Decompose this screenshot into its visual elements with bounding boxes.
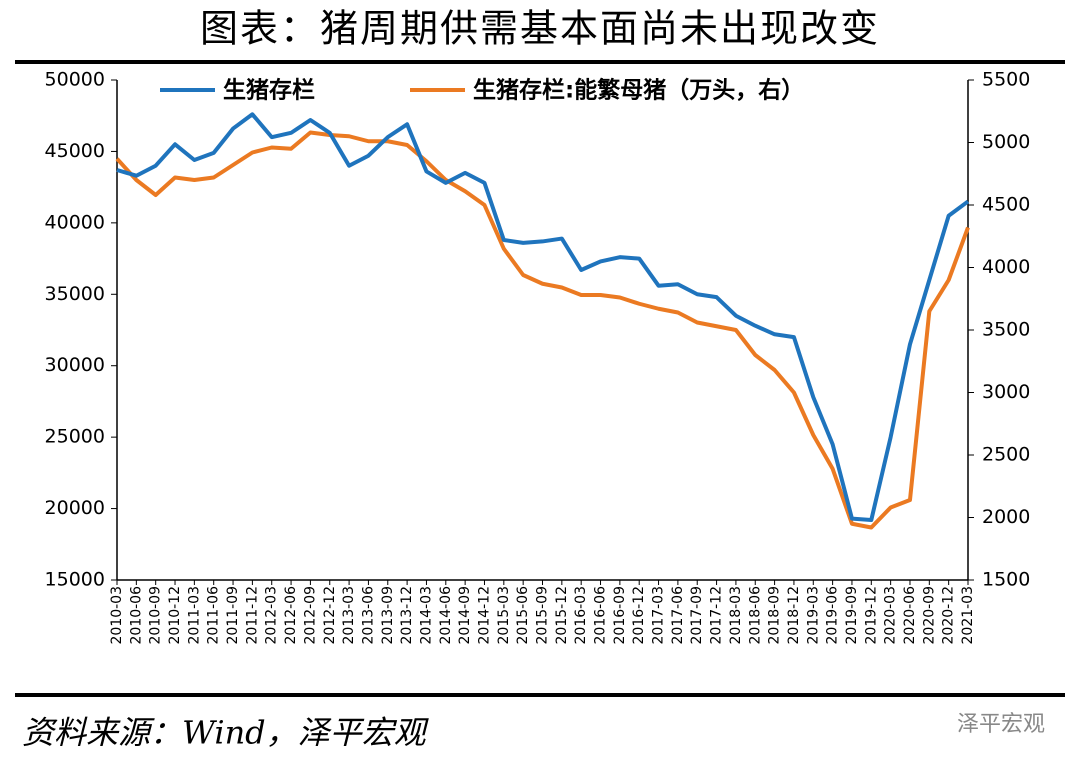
y2-tick-label: 4500 [982,194,1030,216]
x-tick-label: 2011-09 [225,586,241,645]
y-tick-label: 20000 [45,497,105,519]
y-tick-label: 35000 [45,283,105,305]
x-tick-label: 2019-09 [844,586,860,645]
x-tick-label: 2016-09 [612,586,628,645]
legend-label: 生猪存栏 [223,77,315,104]
x-tick-label: 2016-03 [573,586,589,645]
x-tick-label: 2015-03 [496,586,512,645]
y-tick-label: 30000 [45,354,105,376]
y-tick-label: 45000 [45,140,105,162]
x-tick-label: 2017-12 [709,586,725,645]
x-tick-label: 2015-12 [554,586,570,645]
x-tick-label: 2020-06 [902,586,918,645]
x-tick-label: 2010-06 [128,586,144,645]
y-tick-label: 40000 [45,211,105,233]
x-tick-label: 2020-12 [941,586,957,645]
series-line [116,112,970,522]
x-tick-label: 2010-12 [167,586,183,645]
x-tick-label: 2018-09 [767,586,783,645]
x-tick-label: 2012-12 [322,586,338,645]
y-tick-label: 15000 [45,569,105,591]
y-tick-label: 25000 [45,426,105,448]
y2-tick-label: 5000 [982,131,1030,153]
x-tick-label: 2019-03 [805,586,821,645]
x-tick-label: 2015-09 [535,586,551,645]
y2-tick-label: 2000 [982,506,1030,528]
x-tick-label: 2019-06 [825,586,841,645]
x-tick-label: 2014-06 [438,586,454,645]
y2-tick-label: 2500 [982,444,1030,466]
x-tick-label: 2012-09 [302,586,318,645]
y2-tick-label: 1500 [982,569,1030,591]
x-tick-label: 2020-09 [921,586,937,645]
x-tick-label: 2018-03 [728,586,744,645]
chart-title: 图表：猪周期供需基本面尚未出现改变 [200,7,880,51]
y2-tick-label: 5500 [982,69,1030,91]
x-tick-label: 2011-12 [244,586,260,645]
x-tick-label: 2013-12 [399,586,415,645]
watermark: 泽平宏观 [957,712,1045,737]
x-tick-label: 2012-03 [264,586,280,645]
x-tick-label: 2011-06 [206,586,222,645]
source-note: 资料来源：Wind，泽平宏观 [22,714,430,752]
x-tick-label: 2017-03 [651,586,667,645]
y-tick-label: 50000 [45,69,105,91]
x-tick-label: 2017-06 [670,586,686,645]
x-tick-label: 2017-09 [689,586,705,645]
x-tick-label: 2019-12 [863,586,879,645]
x-tick-label: 2021-03 [960,586,976,645]
x-tick-label: 2015-06 [515,586,531,645]
x-tick-label: 2010-09 [148,586,164,645]
x-tick-label: 2013-06 [360,586,376,645]
x-tick-label: 2012-06 [283,586,299,645]
x-tick-label: 2013-03 [341,586,357,645]
x-tick-label: 2016-06 [593,586,609,645]
x-tick-label: 2014-03 [418,586,434,645]
x-tick-label: 2014-09 [457,586,473,645]
x-tick-label: 2016-12 [631,586,647,645]
x-tick-label: 2011-03 [186,586,202,645]
x-tick-label: 2018-06 [747,586,763,645]
series-line [115,130,970,530]
y2-tick-label: 3500 [982,319,1030,341]
x-tick-label: 2010-03 [109,586,125,645]
y2-tick-label: 4000 [982,256,1030,278]
x-tick-label: 2013-09 [380,586,396,645]
x-tick-label: 2014-12 [476,586,492,645]
y2-tick-label: 3000 [982,381,1030,403]
x-tick-label: 2018-12 [786,586,802,645]
legend-label: 生猪存栏:能繁母猪（万头，右） [473,77,804,104]
x-tick-label: 2020-03 [883,586,899,645]
